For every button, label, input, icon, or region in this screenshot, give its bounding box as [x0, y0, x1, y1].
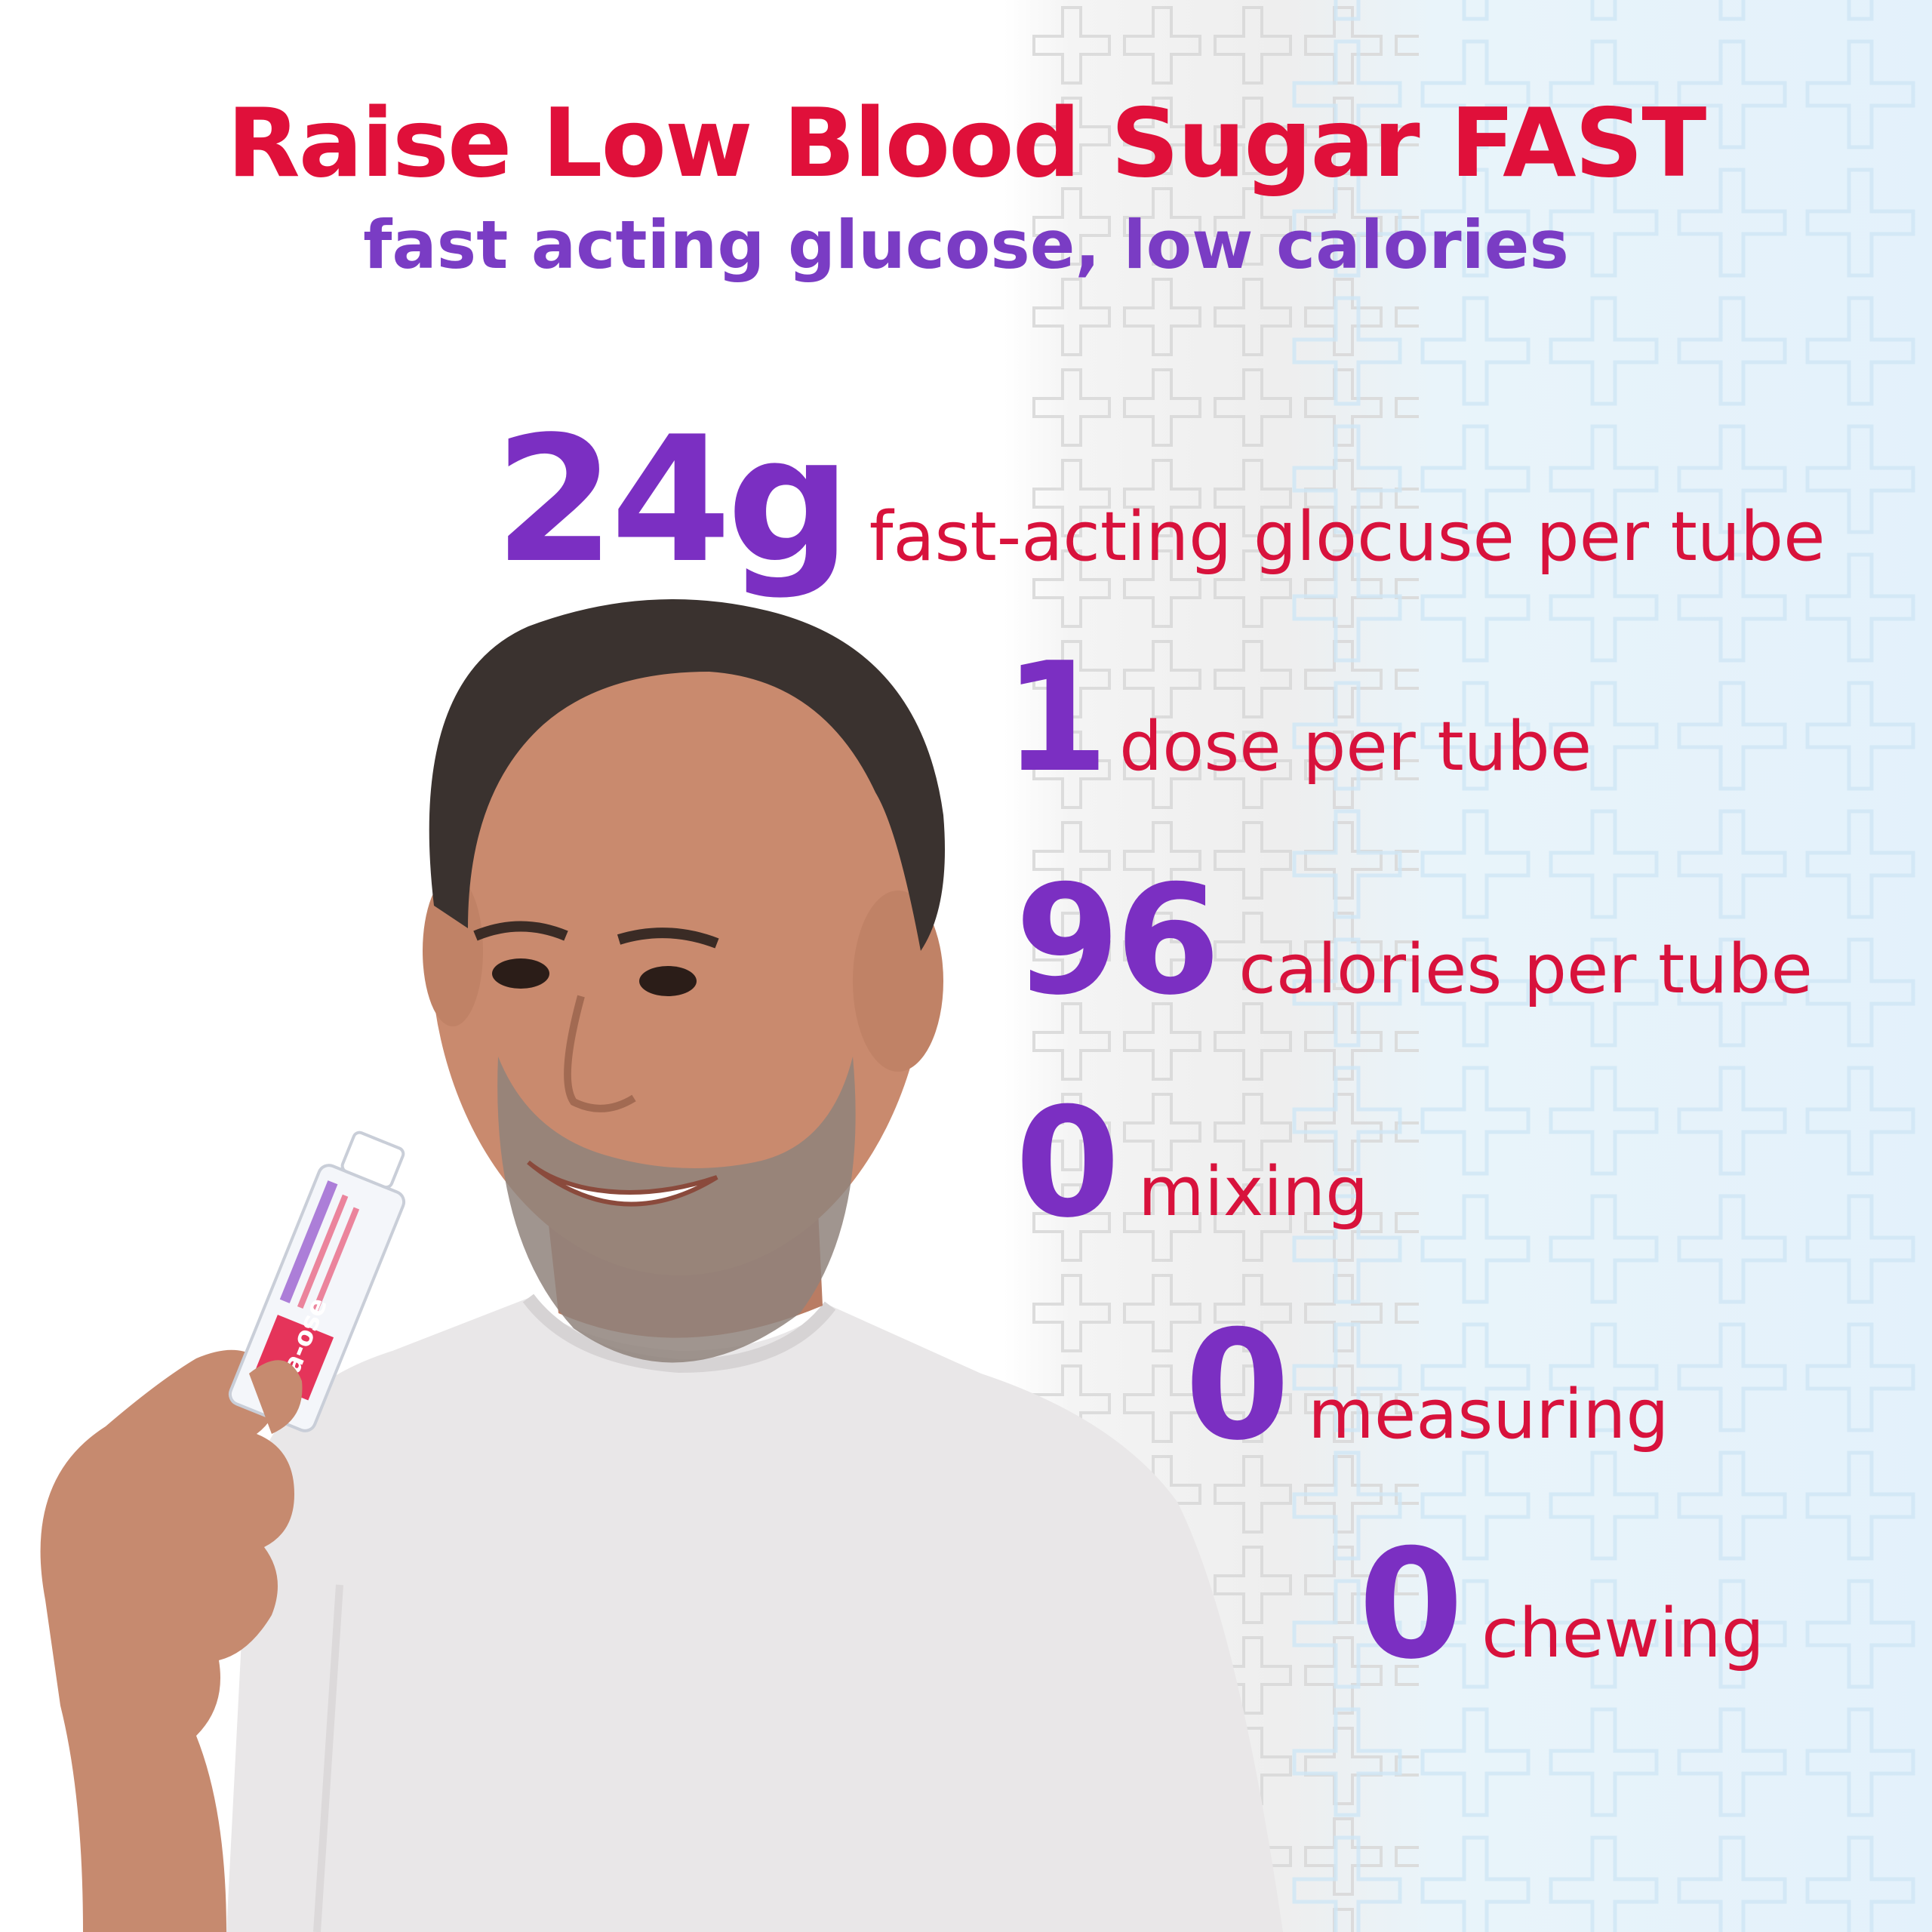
- stat-glucose: 24g fast-acting glocuse per tube: [494, 400, 1825, 601]
- stat-dose: 1 dose per tube: [1004, 630, 1592, 806]
- stat-text: measuring: [1308, 1375, 1669, 1454]
- hair: [429, 599, 945, 951]
- stat-number: 24g: [494, 400, 851, 601]
- subheadline: fast acting glucose, low calories: [363, 206, 1569, 284]
- stat-number: 0: [1015, 1075, 1120, 1251]
- headline: Raise Low Blood Sugar FAST: [226, 88, 1707, 198]
- stat-text: dose per tube: [1119, 707, 1592, 786]
- stat-chewing: 0 chewing: [1358, 1517, 1764, 1693]
- stat-text: calories per tube: [1238, 930, 1813, 1009]
- shirt: [226, 1298, 1283, 1932]
- smile: [527, 1160, 718, 1207]
- stat-calories: 96 calories per tube: [1015, 853, 1813, 1029]
- stat-number: 0: [1358, 1517, 1463, 1693]
- stat-text: fast-acting glocuse per tube: [869, 497, 1826, 577]
- face: [430, 611, 928, 1275]
- stat-text: mixing: [1138, 1152, 1369, 1232]
- hand: [40, 1349, 295, 1932]
- stat-mixing: 0 mixing: [1015, 1075, 1368, 1251]
- stat-number: 0: [1185, 1298, 1290, 1474]
- stat-text: chewing: [1481, 1594, 1764, 1673]
- beard: [497, 1057, 856, 1363]
- stat-number: 1: [1004, 630, 1109, 806]
- stat-number: 96: [1015, 853, 1220, 1029]
- stat-measuring: 0 measuring: [1185, 1298, 1669, 1474]
